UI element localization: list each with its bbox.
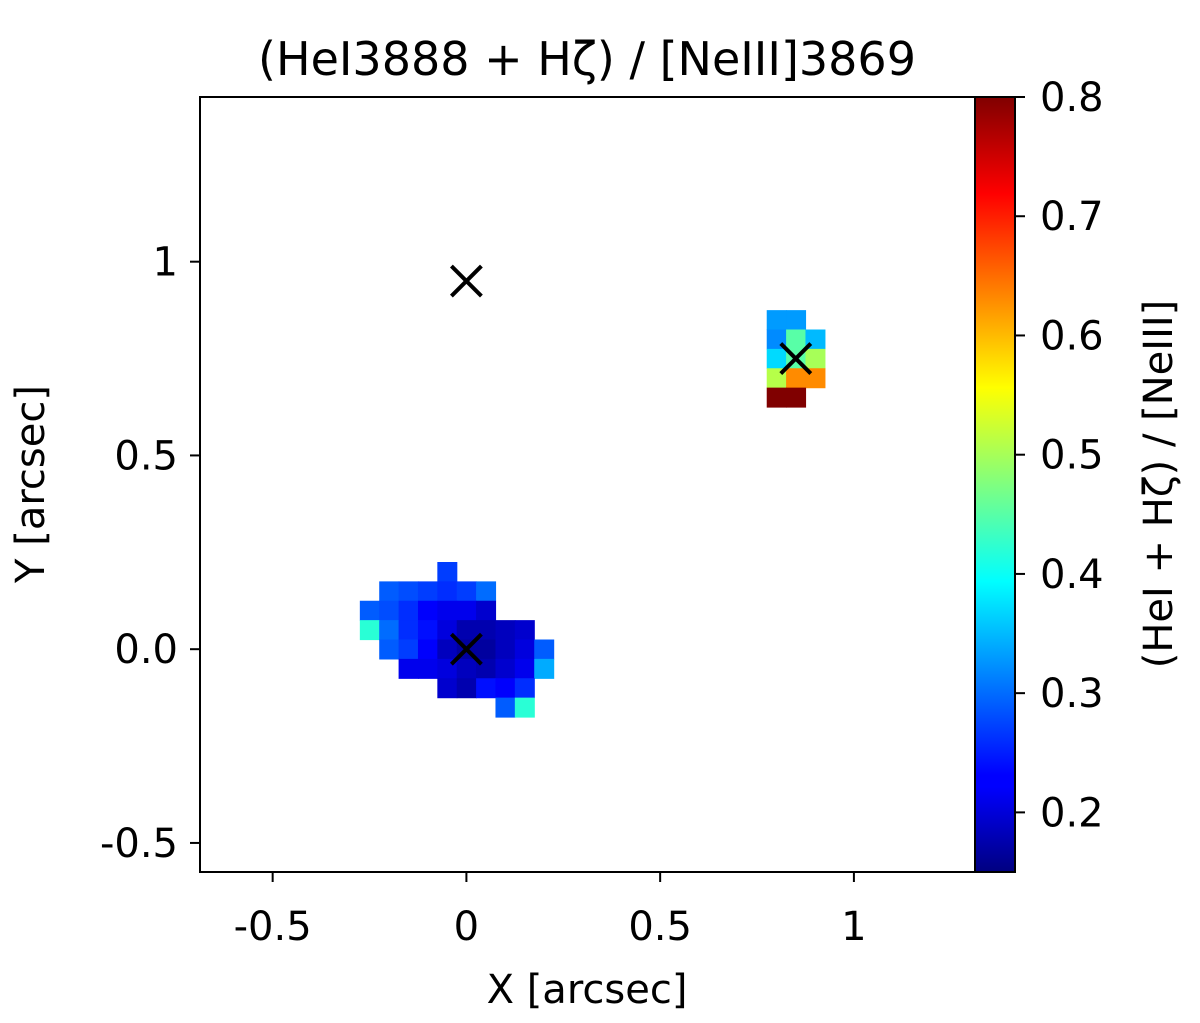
heatmap-pixel — [359, 620, 380, 641]
heatmap-pixel — [417, 639, 438, 660]
heatmap-pixel — [417, 600, 438, 621]
heatmap-pixel — [398, 581, 419, 602]
heatmap-pixel — [398, 658, 419, 679]
heatmap-pixel — [805, 348, 826, 369]
colorbar-ticks: 0.2 0.3 0.4 0.5 0.6 0.7 0.8 — [1015, 75, 1104, 836]
y-tick-label: 0.5 — [114, 433, 178, 479]
heatmap-pixel — [398, 620, 419, 641]
heatmap-pixel — [398, 639, 419, 660]
heatmap-pixel — [766, 387, 787, 408]
heatmap-pixel — [359, 600, 380, 621]
heatmap-pixel — [437, 562, 458, 582]
marker-layer — [449, 264, 813, 666]
plot-background — [200, 97, 975, 872]
colorbar-tick-label: 0.3 — [1040, 671, 1104, 717]
heatmap-pixel — [534, 639, 555, 660]
colorbar-label: (HeI + Hζ) / [NeIII] — [1136, 300, 1182, 669]
heatmap-pixel — [786, 387, 807, 408]
y-tick-label: -0.5 — [100, 821, 178, 867]
heatmap-pixel — [766, 348, 787, 369]
x-tick-label: -0.5 — [234, 904, 312, 950]
heatmap-pixel — [514, 658, 535, 679]
heatmap-pixel — [456, 600, 477, 621]
pixel-layer — [359, 310, 826, 718]
heatmap-pixel — [437, 639, 458, 660]
heatmap-pixel — [514, 678, 535, 699]
y-axis-label: Y [arcsec] — [8, 385, 54, 584]
heatmap-pixel — [379, 600, 400, 621]
colorbar-tick-label: 0.4 — [1040, 552, 1104, 598]
heatmap-pixel — [456, 678, 477, 699]
colorbar-gradient — [974, 96, 1016, 873]
colorbar-tick-label: 0.8 — [1040, 75, 1104, 121]
heatmap-pixel — [456, 658, 477, 679]
heatmap-pixel — [456, 620, 477, 641]
x-axis-label: X [arcsec] — [487, 967, 688, 1013]
heatmap-pixel — [495, 620, 516, 641]
heatmap-pixel — [495, 639, 516, 660]
heatmap-pixel — [495, 678, 516, 699]
y-axis: -0.5 0.0 0.5 1 — [100, 240, 200, 867]
plot-area — [199, 96, 976, 873]
heatmap-pixel — [534, 658, 555, 679]
heatmap-pixel — [417, 658, 438, 679]
heatmap-pixel — [514, 697, 535, 718]
heatmap-pixel — [417, 620, 438, 641]
x-tick-label: 1 — [841, 904, 866, 950]
x-tick-label: 0.5 — [628, 904, 692, 950]
colorbar-tick-label: 0.6 — [1040, 313, 1104, 359]
y-tick-label: 0.0 — [114, 627, 178, 673]
colorbar-tick-label: 0.7 — [1040, 194, 1104, 240]
heatmap-pixel — [786, 368, 807, 389]
heatmap-pixel — [379, 620, 400, 641]
heatmap-pixel — [398, 600, 419, 621]
heatmap-pixel — [437, 581, 458, 602]
heatmap-pixel — [476, 600, 497, 621]
x-marker — [449, 632, 483, 666]
chart-title: (HeI3888 + Hζ) / [NeIII]3869 — [258, 32, 916, 86]
x-marker — [779, 342, 813, 375]
y-tick-label: 1 — [153, 240, 178, 286]
heatmap-pixel — [379, 581, 400, 602]
heatmap-pixel — [379, 639, 400, 660]
heatmap-pixel — [495, 658, 516, 679]
x-axis: -0.5 0 0.5 1 — [234, 872, 867, 950]
x-marker — [449, 264, 483, 298]
heatmap-pixel — [476, 639, 497, 660]
heatmap-pixel — [437, 678, 458, 699]
heatmap-pixel — [786, 310, 807, 331]
colorbar-tick-label: 0.2 — [1040, 790, 1104, 836]
heatmap-pixel — [417, 581, 438, 602]
colorbar-tick-label: 0.5 — [1040, 433, 1104, 479]
x-tick-label: 0 — [454, 904, 479, 950]
heatmap-pixel — [437, 600, 458, 621]
heatmap-pixel — [514, 620, 535, 641]
heatmap-pixel — [476, 678, 497, 699]
colorbar: 0.2 0.3 0.4 0.5 0.6 0.7 0.8 — [974, 75, 1104, 873]
heatmap-pixel — [514, 639, 535, 660]
heatmap-pixel — [766, 310, 787, 331]
heatmap-pixel — [456, 581, 477, 602]
heatmap-pixel — [786, 329, 807, 350]
heatmap-pixel — [495, 697, 516, 718]
heatmap-pixel — [476, 581, 497, 602]
